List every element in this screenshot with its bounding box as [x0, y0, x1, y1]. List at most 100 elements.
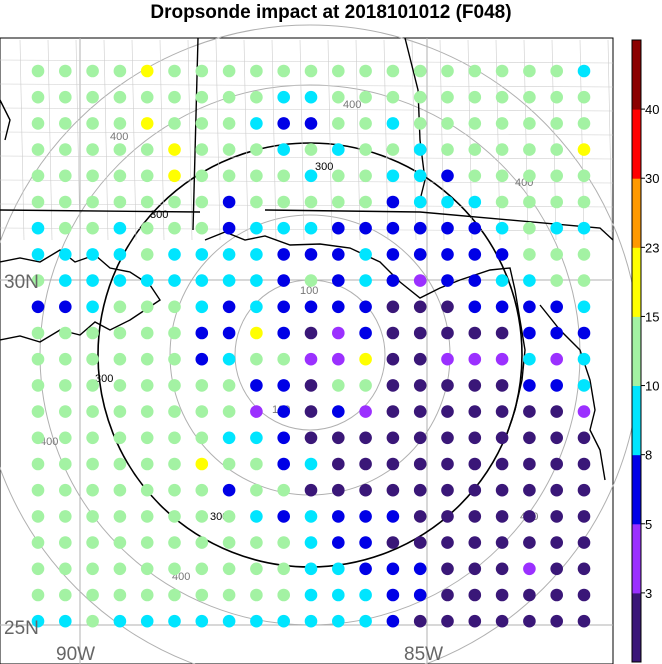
impact-dot — [59, 562, 72, 576]
impact-dot — [577, 379, 591, 392]
impact-dot — [413, 562, 427, 576]
impact-dot — [113, 510, 127, 523]
impact-dot — [195, 536, 209, 549]
impact-dot — [523, 195, 536, 209]
impact-dot — [413, 483, 427, 497]
impact-dot — [523, 405, 536, 418]
impact-dot — [113, 562, 127, 576]
impact-dot — [195, 326, 209, 340]
impact-dot — [468, 562, 482, 576]
impact-dot — [550, 117, 563, 130]
impact-dot — [31, 379, 45, 392]
impact-dot — [222, 117, 236, 130]
county-line — [383, 39, 389, 241]
colorbar-segment — [632, 385, 641, 456]
impact-dot — [359, 614, 372, 628]
impact-dot — [441, 562, 454, 576]
impact-dot — [113, 483, 127, 497]
impact-dot — [86, 143, 99, 156]
impact-dot — [304, 405, 318, 418]
impact-dot — [86, 352, 99, 366]
impact-dot — [550, 274, 563, 287]
la-ms-boundary — [0, 209, 201, 213]
impact-dot — [250, 431, 263, 445]
impact-dot — [441, 588, 454, 602]
impact-dot — [86, 326, 99, 340]
county-line — [103, 39, 109, 241]
impact-dot — [250, 562, 263, 576]
impact-dot — [59, 614, 72, 628]
impact-dot — [495, 379, 509, 392]
impact-dot — [168, 117, 181, 130]
impact-dot — [168, 248, 181, 261]
impact-dot — [386, 352, 400, 366]
impact-dot — [332, 510, 345, 523]
impact-dot — [59, 326, 72, 340]
impact-dot — [59, 483, 72, 497]
impact-dot — [168, 169, 181, 183]
county-line — [47, 39, 53, 241]
ring-300-label-top: 300 — [315, 161, 333, 173]
county-line — [327, 39, 333, 241]
impact-dot — [31, 248, 45, 261]
impact-dot — [304, 274, 318, 287]
impact-dot — [468, 221, 482, 235]
impact-dot — [222, 457, 236, 471]
ring-100-label-top: 100 — [300, 285, 318, 297]
impact-dot — [386, 562, 400, 576]
impact-dot — [577, 143, 591, 156]
impact-dot — [250, 379, 263, 392]
impact-dot — [168, 300, 181, 314]
impact-dot — [86, 588, 99, 602]
county-line — [607, 39, 613, 241]
impact-dot — [359, 510, 372, 523]
impact-dot — [332, 352, 345, 366]
impact-dot — [31, 352, 45, 366]
impact-dot — [495, 510, 509, 523]
impact-dot — [413, 143, 427, 156]
impact-dot — [386, 405, 400, 418]
impact-dot — [523, 483, 536, 497]
impact-dot — [550, 300, 563, 314]
impact-dot — [59, 510, 72, 523]
impact-dot — [195, 248, 209, 261]
impact-dot — [441, 248, 454, 261]
impact-dot — [195, 510, 209, 523]
impact-dot — [332, 143, 345, 156]
impact-dot — [113, 352, 127, 366]
impact-dot — [332, 64, 345, 78]
colorbar-tick-label: 3 — [645, 586, 652, 601]
impact-dot — [59, 248, 72, 261]
impact-dot — [195, 352, 209, 366]
impact-dot — [140, 562, 154, 576]
impact-dot — [550, 169, 563, 183]
impact-dot — [468, 405, 482, 418]
impact-dot — [86, 536, 99, 549]
impact-dot — [441, 64, 454, 78]
impact-dot — [495, 483, 509, 497]
impact-dot — [577, 405, 591, 418]
impact-dot — [222, 431, 236, 445]
impact-dot — [31, 536, 45, 549]
impact-dot — [86, 221, 99, 235]
county-line — [411, 39, 417, 241]
impact-dot — [386, 221, 400, 235]
al-ga-boundary — [404, 37, 426, 201]
impact-dot — [31, 117, 45, 130]
impact-dot — [168, 143, 181, 156]
impact-dot — [113, 300, 127, 314]
impact-dot — [550, 90, 563, 104]
colorbar-segment — [632, 109, 641, 179]
impact-dot — [140, 90, 154, 104]
ring-300-label-lower-left: 300 — [95, 373, 113, 385]
ring-400-label-top: 400 — [343, 99, 361, 111]
impact-dot — [359, 117, 372, 130]
impact-dot — [140, 536, 154, 549]
impact-dot — [59, 457, 72, 471]
impact-dot — [31, 431, 45, 445]
impact-dot — [468, 195, 482, 209]
county-line — [0, 83, 614, 88]
impact-dot — [523, 614, 536, 628]
county-line — [0, 59, 614, 64]
impact-dot — [140, 588, 154, 602]
